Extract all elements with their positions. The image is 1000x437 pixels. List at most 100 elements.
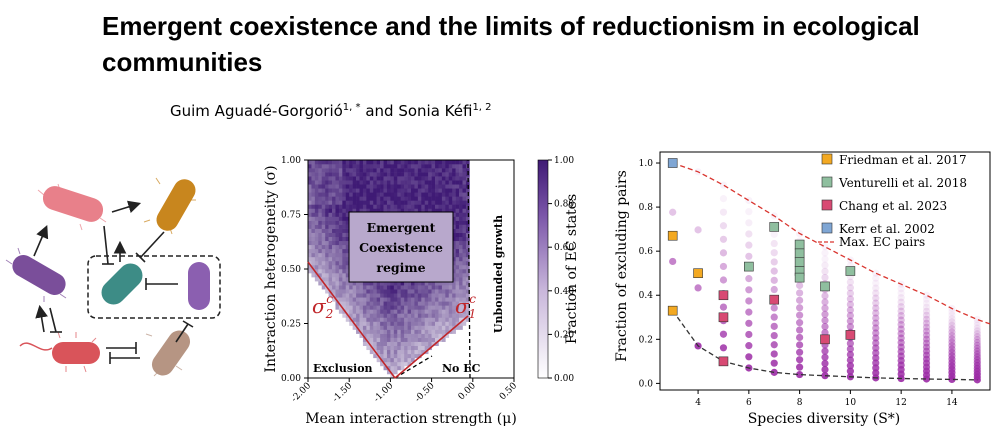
heatmap-cell: [390, 361, 395, 367]
heatmap-cell: [452, 244, 456, 250]
heatmap-cell: [424, 192, 429, 197]
heatmap-cell: [393, 305, 398, 310]
heatmap-cell: [462, 160, 467, 165]
heatmap-cell: [424, 337, 429, 342]
heatmap-cell: [314, 248, 319, 254]
heatmap-cell: [421, 192, 426, 197]
heatmap-cell: [338, 289, 343, 294]
heatmap-cell: [338, 301, 343, 306]
heatmap-cell: [335, 180, 340, 185]
heatmap-cell: [414, 321, 419, 326]
heatmap-cell: [338, 228, 343, 233]
heatmap-cell: [338, 281, 343, 286]
heatmap-cell: [328, 252, 333, 258]
heatmap-cell: [342, 240, 347, 246]
heatmap-cell: [325, 200, 329, 205]
heatmap-cell: [338, 273, 343, 278]
heatmap-cell: [356, 289, 360, 294]
heatmap-cell: [362, 180, 367, 185]
heatmap-cell: [465, 196, 470, 201]
heatmap-cell: [407, 200, 412, 205]
heatmap-cell: [441, 176, 446, 181]
heatmap-cell: [462, 309, 467, 314]
heatmap-cell: [465, 281, 470, 286]
simulation-point: [922, 339, 931, 347]
heatmap-cell: [393, 309, 398, 314]
heatmap-cell: [386, 321, 391, 326]
heatmap-cell: [441, 184, 446, 189]
heatmap-cell: [325, 164, 329, 169]
heatmap-cell: [325, 277, 329, 282]
no-ec-label: No EC: [442, 362, 481, 375]
heatmap-cell: [311, 260, 316, 266]
heatmap-cell: [448, 196, 453, 201]
heatmap-cell: [366, 164, 371, 169]
heatmap-cell: [369, 164, 374, 169]
heatmap-cell: [421, 345, 426, 351]
simulation-point: [694, 226, 702, 234]
heatmap-cell: [445, 208, 450, 213]
heatmap-cell: [308, 232, 312, 238]
heatmap-cell: [338, 305, 343, 310]
heatmap-cell: [318, 264, 323, 270]
heatmap-cell: [390, 160, 395, 165]
heatmap-cell: [400, 309, 405, 314]
heatmap-cell: [441, 208, 446, 213]
heatmap-cell: [455, 273, 460, 278]
simulation-point: [948, 338, 956, 346]
heatmap-cell: [311, 192, 316, 197]
heatmap-cell: [465, 277, 470, 282]
heatmap-cell: [349, 297, 353, 302]
heatmap-cell: [383, 297, 388, 302]
heatmap-cell: [431, 192, 436, 197]
heatmap-cell: [342, 204, 347, 209]
heatmap-cell: [386, 289, 391, 294]
simulation-point: [872, 269, 880, 277]
heatmap-cell: [338, 297, 343, 302]
heatmap-cell: [314, 228, 319, 233]
heatmap-cell: [414, 301, 419, 306]
heatmap-cell: [404, 293, 408, 298]
heatmap-cell: [349, 321, 353, 326]
heatmap-cell: [400, 333, 405, 338]
heatmap-cell: [386, 188, 391, 193]
heatmap-cell: [448, 317, 453, 322]
heatmap-cell: [386, 309, 391, 314]
heatmap-cell: [349, 293, 353, 298]
simulation-point: [948, 345, 956, 353]
colorbar-tick-label: 0.80: [554, 200, 574, 210]
heatmap-cell: [321, 180, 326, 185]
heatmap-cell: [462, 281, 467, 286]
heatmap-cell: [428, 176, 432, 181]
heatmap-cell: [428, 180, 432, 185]
simulation-point: [719, 181, 728, 189]
heatmap-cell: [376, 341, 381, 347]
heatmap-cell: [352, 305, 357, 310]
heatmap-cell: [342, 236, 347, 242]
heatmap-cell: [332, 184, 336, 189]
heatmap-cell: [441, 188, 446, 193]
heatmap-cell: [338, 252, 343, 258]
heatmap-cell: [390, 309, 395, 314]
heatmap-cell: [400, 196, 405, 201]
heatmap-cell: [356, 200, 360, 205]
heatmap-cell: [459, 204, 463, 209]
simulation-point: [846, 306, 854, 314]
heatmap-cell: [407, 349, 412, 355]
heatmap-cell: [428, 196, 432, 201]
heatmap-cell: [383, 192, 388, 197]
heatmap-cell: [376, 321, 381, 326]
heatmap-cell: [452, 200, 456, 205]
heatmap-cell: [435, 321, 439, 326]
heatmap-cell: [390, 196, 395, 201]
simulation-point: [872, 274, 880, 282]
heatmap-cell: [414, 168, 419, 173]
heatmap-cell: [448, 172, 453, 177]
heatmap-cell: [338, 208, 343, 213]
heatmap-cell: [328, 264, 333, 270]
heatmap-x-tick-label: 0.50: [498, 381, 519, 402]
heatmap-cell: [435, 172, 439, 177]
heatmap-cell: [400, 313, 405, 318]
heatmap-cell: [414, 293, 419, 298]
heatmap-cell: [386, 180, 391, 185]
